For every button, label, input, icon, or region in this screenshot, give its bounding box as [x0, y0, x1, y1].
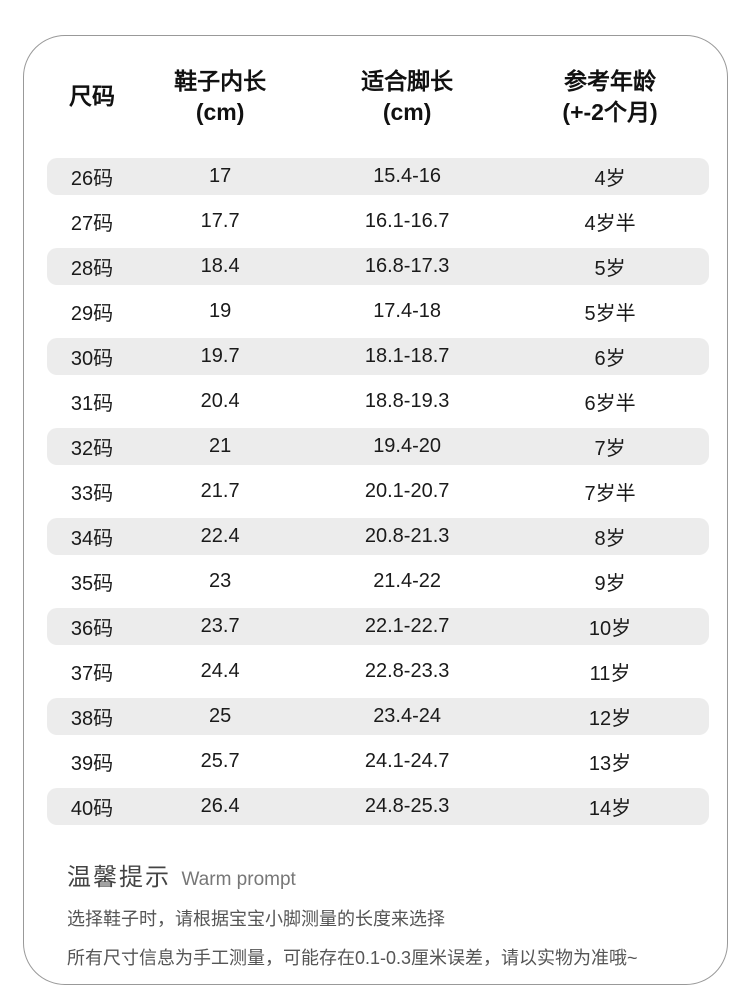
table-row: 30码 19.7 18.1-18.7 6岁 — [47, 338, 709, 375]
table-cell-age: 5岁半 — [584, 303, 636, 325]
table-cell-foot_length: 22.8-23.3 — [364, 660, 450, 682]
table-cell-size: 31码 — [70, 393, 114, 415]
table-cell-size: 37码 — [70, 663, 114, 685]
table-cell-age: 13岁 — [588, 753, 632, 775]
table-cell-size: 40码 — [70, 798, 114, 820]
table-row: 37码 24.4 22.8-23.3 11岁 — [47, 653, 709, 690]
table-cell-foot_length: 15.4-16 — [373, 165, 442, 187]
table-cell-inner_length: 20.4 — [200, 390, 240, 412]
footer-note: 温馨提示 Warm prompt 选择鞋子时，请根据宝宝小脚测量的长度来选择 所… — [67, 857, 697, 973]
table-cell-size: 30码 — [70, 348, 114, 370]
table-cell-size: 27码 — [70, 213, 114, 235]
table-cell-foot_length: 18.8-19.3 — [364, 390, 450, 412]
table-cell-foot_length: 22.1-22.7 — [364, 615, 450, 637]
table-cell-size: 33码 — [70, 483, 114, 505]
footer-line-1: 选择鞋子时，请根据宝宝小脚测量的长度来选择 — [67, 909, 445, 929]
table-cell-foot_length: 16.8-17.3 — [364, 255, 450, 277]
table-header-row: 尺码 鞋子内长 (cm) 适合脚长 (cm) 参考年龄 (+-2个月) — [47, 36, 709, 158]
table-row: 28码 18.4 16.8-17.3 5岁 — [47, 248, 709, 285]
table-row: 27码 17.7 16.1-16.7 4岁半 — [47, 203, 709, 240]
table-row: 35码 23 21.4-22 9岁 — [47, 563, 709, 600]
table-cell-foot_length: 17.4-18 — [373, 300, 442, 322]
table-cell-size: 26码 — [70, 168, 114, 190]
size-chart-card: 尺码 鞋子内长 (cm) 适合脚长 (cm) 参考年龄 (+-2个月) 26码 17 15… — [23, 35, 728, 985]
table-cell-age: 5岁 — [594, 258, 626, 280]
table-cell-foot_length: 24.1-24.7 — [364, 750, 450, 772]
table-cell-age: 6岁 — [594, 348, 626, 370]
table-cell-inner_length: 23.7 — [200, 615, 240, 637]
table-cell-inner_length: 25.7 — [200, 750, 240, 772]
table-cell-inner_length: 19.7 — [200, 345, 240, 367]
table-cell-foot_length: 21.4-22 — [373, 570, 442, 592]
table-row: 31码 20.4 18.8-19.3 6岁半 — [47, 383, 709, 420]
footer-line-2: 所有尺寸信息为手工测量，可能存在0.1-0.3厘米误差，请以实物为准哦~ — [67, 947, 638, 968]
size-table: 尺码 鞋子内长 (cm) 适合脚长 (cm) 参考年龄 (+-2个月) 26码 17 15… — [47, 36, 709, 825]
table-cell-size: 36码 — [70, 618, 114, 640]
table-cell-age: 8岁 — [594, 528, 626, 550]
table-cell-inner_length: 17 — [208, 165, 232, 187]
table-cell-age: 4岁 — [594, 168, 626, 190]
table-cell-inner_length: 25 — [208, 705, 232, 727]
table-cell-foot_length: 20.1-20.7 — [364, 480, 450, 502]
table-cell-size: 32码 — [70, 438, 114, 460]
table-cell-inner_length: 17.7 — [200, 210, 240, 232]
table-row: 40码 26.4 24.8-25.3 14岁 — [47, 788, 709, 825]
table-cell-age: 4岁半 — [584, 213, 636, 235]
table-cell-age: 7岁半 — [584, 483, 636, 505]
table-cell-foot_length: 23.4-24 — [373, 705, 442, 727]
table-cell-age: 9岁 — [594, 573, 626, 595]
table-cell-inner_length: 21 — [208, 435, 232, 457]
table-row: 33码 21.7 20.1-20.7 7岁半 — [47, 473, 709, 510]
table-cell-inner_length: 23 — [208, 570, 232, 592]
table-cell-size: 39码 — [70, 753, 114, 775]
table-cell-foot_length: 19.4-20 — [373, 435, 442, 457]
table-row: 26码 17 15.4-16 4岁 — [47, 158, 709, 195]
table-row: 39码 25.7 24.1-24.7 13岁 — [47, 743, 709, 780]
table-row: 38码 25 23.4-24 12岁 — [47, 698, 709, 735]
table-cell-inner_length: 18.4 — [200, 255, 240, 277]
table-cell-age: 6岁半 — [584, 393, 636, 415]
table-cell-inner_length: 21.7 — [200, 480, 240, 502]
table-cell-age: 11岁 — [589, 663, 631, 685]
header-cell-2: 适合脚长 (cm) — [361, 67, 454, 125]
table-cell-age: 7岁 — [594, 438, 626, 460]
table-cell-inner_length: 26.4 — [200, 795, 240, 817]
header-cell-1: 鞋子内长 (cm) — [174, 67, 267, 125]
header-cell-0: 尺码 — [69, 83, 116, 110]
table-cell-size: 28码 — [70, 258, 114, 280]
table-cell-age: 14岁 — [588, 798, 632, 820]
header-cell-3: 参考年龄 (+-2个月) — [562, 67, 658, 125]
table-cell-inner_length: 19 — [208, 300, 232, 322]
table-row: 36码 23.7 22.1-22.7 10岁 — [47, 608, 709, 645]
table-cell-age: 10岁 — [588, 618, 632, 640]
footer-title-en: Warm prompt — [181, 869, 296, 890]
table-row: 32码 21 19.4-20 7岁 — [47, 428, 709, 465]
table-row: 29码 19 17.4-18 5岁半 — [47, 293, 709, 330]
table-cell-age: 12岁 — [588, 708, 632, 730]
footer-title: 温馨提示 Warm prompt — [67, 857, 697, 892]
table-cell-foot_length: 24.8-25.3 — [364, 795, 450, 817]
table-body: 26码 17 15.4-16 4岁 27码 17.7 16.1-16.7 4岁半 28码 18.4… — [47, 158, 709, 825]
table-cell-inner_length: 22.4 — [200, 525, 240, 547]
table-cell-inner_length: 24.4 — [200, 660, 240, 682]
table-cell-foot_length: 16.1-16.7 — [364, 210, 450, 232]
table-cell-size: 35码 — [70, 573, 114, 595]
table-cell-size: 29码 — [70, 303, 114, 325]
table-cell-foot_length: 20.8-21.3 — [364, 525, 450, 547]
table-cell-foot_length: 18.1-18.7 — [364, 345, 450, 367]
table-row: 34码 22.4 20.8-21.3 8岁 — [47, 518, 709, 555]
footer-title-zh: 温馨提示 — [67, 864, 171, 891]
table-cell-size: 38码 — [70, 708, 114, 730]
table-cell-size: 34码 — [70, 528, 114, 550]
